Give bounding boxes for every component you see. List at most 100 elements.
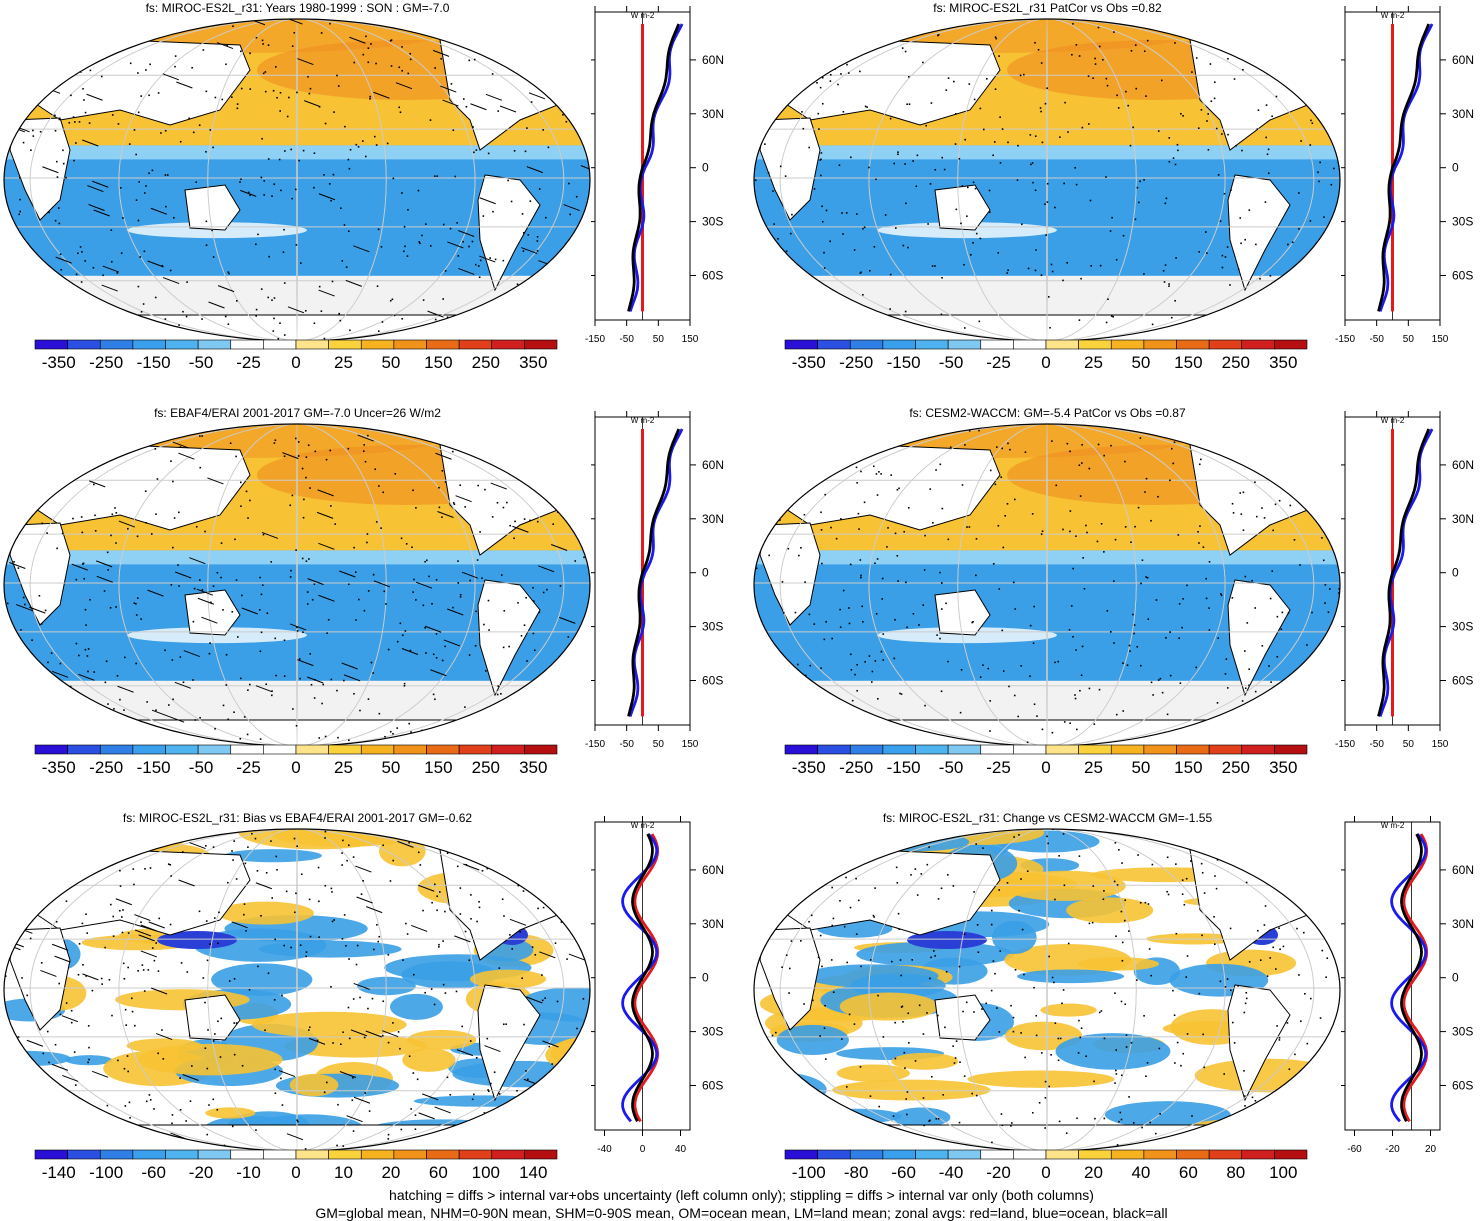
colorbar-swatch — [34, 744, 68, 755]
zonal-ocean-curve — [1378, 23, 1434, 312]
zonal-all-curve — [627, 428, 681, 717]
colorbar-label: -350 — [792, 353, 826, 372]
zonal-unit-label: W m-2 — [631, 416, 655, 425]
colorbar-swatch — [1110, 1149, 1145, 1160]
zonal-lat-label: 30N — [702, 107, 724, 121]
colorbar-swatch — [524, 339, 558, 350]
panel-title: fs: CESM2-WACCM: GM=-5.4 PatCor vs Obs =… — [909, 406, 1186, 420]
colorbar-label: 250 — [472, 758, 500, 777]
zonal-lat-label: 0 — [702, 161, 709, 175]
colorbar-swatch — [360, 1149, 395, 1160]
colorbar-swatch — [34, 339, 68, 350]
zonal-tick-label: 20 — [1425, 1144, 1437, 1155]
colorbar-swatch — [882, 339, 916, 350]
zonal-tick-label: -150 — [585, 739, 605, 750]
colorbar-swatch — [295, 744, 329, 755]
map — [4, 424, 590, 746]
zonal-tick-label: -150 — [1335, 739, 1355, 750]
colorbar-swatch — [1110, 339, 1145, 350]
colorbar-swatch — [1143, 1149, 1177, 1160]
colorbar-label: -350 — [42, 758, 76, 777]
colorbar-swatch — [849, 339, 884, 350]
zonal-tick-label: -50 — [1369, 739, 1384, 750]
zonal-ocean-curve — [628, 428, 684, 717]
colorbar-swatch — [1176, 744, 1210, 755]
colorbar-swatch — [426, 744, 460, 755]
colorbar-swatch — [393, 339, 427, 350]
zonal-lat-label: 60S — [702, 1079, 723, 1093]
zonal-unit-label: W m-2 — [1381, 821, 1405, 830]
colorbar-label: 100 — [472, 1163, 500, 1182]
colorbar-swatch — [524, 744, 558, 755]
colorbar-swatch — [1208, 744, 1243, 755]
zonal-tick-label: -40 — [597, 1144, 612, 1155]
colorbar-label: 60 — [429, 1163, 448, 1182]
colorbar-label: -25 — [986, 353, 1011, 372]
colorbar-swatch — [1208, 339, 1243, 350]
zonal-tick-label: 150 — [682, 334, 699, 345]
colorbar-label: -150 — [887, 353, 921, 372]
zonal-lat-label: 30S — [1452, 215, 1473, 229]
colorbar-swatch — [99, 1149, 134, 1160]
zonal-tick-label: -150 — [1335, 334, 1355, 345]
colorbar-swatch — [947, 339, 982, 350]
panel-title: fs: MIROC-ES2L_r31: Bias vs EBAF4/ERAI 2… — [122, 811, 473, 825]
zonal-lat-label: 0 — [1452, 971, 1459, 985]
colorbar-swatch — [1045, 744, 1079, 755]
footer-line-1: hatching = diffs > internal var+obs unce… — [389, 1187, 1094, 1203]
colorbar-label: 250 — [1222, 353, 1250, 372]
colorbar-label: -25 — [986, 758, 1011, 777]
colorbar-label: 50 — [381, 353, 400, 372]
colorbar-swatch — [784, 744, 818, 755]
panel-title: fs: EBAF4/ERAI 2001-2017 GM=-7.0 Uncer=2… — [154, 406, 441, 420]
colorbar-swatch — [230, 744, 264, 755]
colorbar-label: -60 — [891, 1163, 916, 1182]
panel-title: fs: MIROC-ES2L_r31: Change vs CESM2-WACC… — [882, 811, 1213, 825]
colorbar-swatch — [99, 744, 134, 755]
zonal-lat-label: 60S — [1452, 1079, 1473, 1093]
colorbar-label: -20 — [189, 1163, 214, 1182]
colorbar-swatch — [1274, 744, 1308, 755]
colorbar-swatch — [784, 1149, 818, 1160]
zonal-lat-label: 60N — [702, 53, 724, 67]
colorbar-label: 25 — [334, 353, 353, 372]
colorbar-swatch — [360, 339, 395, 350]
zonal-lat-label: 60N — [1452, 53, 1474, 67]
colorbar-swatch — [1176, 339, 1210, 350]
colorbar-swatch — [458, 1149, 493, 1160]
zonal-tick-label: -150 — [585, 334, 605, 345]
colorbar-swatch — [99, 339, 134, 350]
zonal-lat-label: 60N — [1452, 458, 1474, 472]
colorbar-swatch — [1078, 1149, 1112, 1160]
colorbar-swatch — [1045, 1149, 1079, 1160]
colorbar-swatch — [458, 339, 493, 350]
zonal-tick-label: 50 — [653, 739, 665, 750]
zonal-lat-label: 0 — [1452, 566, 1459, 580]
colorbar-label: -250 — [839, 353, 873, 372]
colorbar-swatch — [426, 1149, 460, 1160]
map — [754, 424, 1340, 746]
panel-4: fs: CESM2-WACCM: GM=-5.4 PatCor vs Obs =… — [750, 405, 1483, 805]
colorbar-swatch — [165, 744, 199, 755]
zonal-lat-label: 60N — [1452, 863, 1474, 877]
colorbar-label: 0 — [1041, 758, 1050, 777]
zonal-lat-label: 30N — [702, 917, 724, 931]
colorbar-label: -25 — [236, 758, 261, 777]
colorbar-label: 60 — [1179, 1163, 1198, 1182]
colorbar-label: 350 — [1269, 353, 1297, 372]
zonal-tick-label: -50 — [619, 334, 634, 345]
map — [4, 829, 590, 1151]
colorbar-swatch — [849, 744, 884, 755]
colorbar-swatch — [1241, 744, 1275, 755]
colorbar-swatch — [132, 339, 166, 350]
colorbar-label: 0 — [291, 758, 300, 777]
zonal-unit-label: W m-2 — [631, 11, 655, 20]
colorbar-label: 150 — [1174, 353, 1202, 372]
colorbar-swatch — [328, 1149, 362, 1160]
zonal-tick-label: 150 — [682, 739, 699, 750]
colorbar-swatch — [328, 744, 362, 755]
colorbar-label: 250 — [472, 353, 500, 372]
zonal-lat-label: 60S — [702, 269, 723, 283]
